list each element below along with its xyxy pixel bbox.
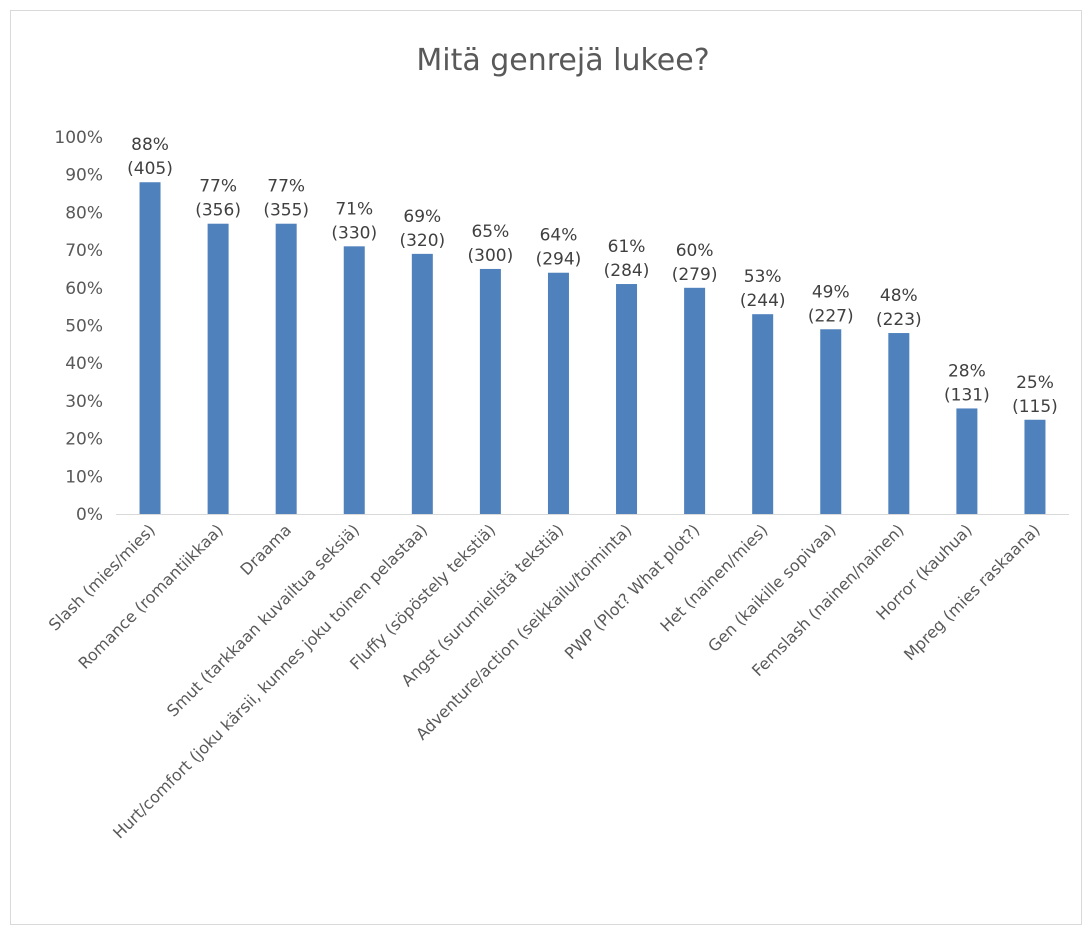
data-label-count: (355) bbox=[263, 201, 309, 221]
data-label-count: (356) bbox=[195, 201, 241, 221]
data-label-count: (300) bbox=[468, 246, 514, 266]
data-label-count: (405) bbox=[127, 159, 173, 179]
x-tick-label: Gen (kaikille sopivaa) bbox=[704, 520, 839, 655]
y-tick-label: 0% bbox=[76, 505, 103, 525]
y-tick-label: 50% bbox=[65, 317, 103, 337]
y-tick-label: 30% bbox=[65, 392, 103, 412]
data-label-count: (115) bbox=[1012, 397, 1058, 417]
bar bbox=[752, 314, 774, 514]
bar bbox=[684, 287, 706, 514]
y-tick-label: 10% bbox=[65, 467, 103, 487]
data-label-percent: 48% bbox=[880, 286, 918, 306]
data-label-count: (284) bbox=[604, 261, 650, 281]
x-axis: Slash (mies/mies)Romance (romantiikkaa) D… bbox=[45, 514, 1069, 842]
y-tick-label: 20% bbox=[65, 430, 103, 450]
bar bbox=[1024, 419, 1046, 514]
data-label-count: (244) bbox=[740, 291, 786, 311]
y-tick-label: 100% bbox=[54, 128, 103, 148]
bar bbox=[207, 223, 229, 514]
bar bbox=[547, 272, 569, 514]
data-label-percent: 69% bbox=[403, 207, 441, 227]
chart-title: Mitä genrejä lukee? bbox=[416, 43, 709, 78]
bar bbox=[956, 408, 978, 514]
y-axis: 0% 10% 20% 30% 40% 50% 60% 70% 80% 90% 100% bbox=[54, 128, 103, 525]
data-label-percent: 77% bbox=[267, 177, 305, 197]
data-label-percent: 60% bbox=[676, 241, 714, 261]
bar bbox=[479, 268, 501, 514]
data-label-percent: 49% bbox=[812, 282, 850, 302]
data-label-percent: 77% bbox=[199, 177, 237, 197]
bar bbox=[411, 253, 433, 514]
y-tick-label: 90% bbox=[65, 166, 103, 186]
data-label-percent: 65% bbox=[471, 222, 509, 242]
bar bbox=[343, 246, 365, 514]
chart-frame: Mitä genrejä lukee? 0% 10% 20% 30% 40% 50% 60%… bbox=[10, 10, 1082, 925]
data-label-count: (294) bbox=[536, 250, 582, 270]
bar bbox=[139, 182, 161, 515]
data-label-percent: 61% bbox=[608, 237, 646, 257]
data-label-count: (227) bbox=[808, 306, 854, 326]
data-label-percent: 28% bbox=[948, 361, 986, 381]
data-label-count: (279) bbox=[672, 265, 718, 285]
data-label-percent: 64% bbox=[540, 226, 578, 246]
bar bbox=[616, 284, 638, 514]
data-label-count: (320) bbox=[399, 231, 445, 251]
y-tick-label: 60% bbox=[65, 279, 103, 299]
x-tick-label: Hurt/comfort (joku kärsii, kunnes joku t… bbox=[109, 520, 431, 842]
data-label-count: (131) bbox=[944, 385, 990, 405]
data-label-count: (330) bbox=[331, 223, 377, 243]
y-tick-label: 40% bbox=[65, 354, 103, 374]
x-tick-label: Mpreg (mies raskaana) bbox=[900, 520, 1044, 664]
data-labels: 88% (405) 77% (356) 77% (355) 71% (330) 69% (320)… bbox=[127, 135, 1058, 417]
data-label-percent: 53% bbox=[744, 267, 782, 287]
data-label-count: (223) bbox=[876, 310, 922, 330]
x-tick-label: PWP (Plot? What plot?) bbox=[561, 520, 704, 663]
y-tick-label: 80% bbox=[65, 203, 103, 223]
data-label-percent: 25% bbox=[1016, 373, 1054, 393]
x-tick-label: Romance (romantiikkaa) bbox=[75, 520, 227, 672]
data-label-percent: 88% bbox=[131, 135, 169, 155]
bar bbox=[275, 223, 297, 514]
bar-chart: Mitä genrejä lukee? 0% 10% 20% 30% 40% 50% 60%… bbox=[45, 43, 1069, 842]
data-label-percent: 71% bbox=[335, 199, 373, 219]
bar bbox=[888, 333, 910, 514]
y-tick-label: 70% bbox=[65, 241, 103, 261]
bars bbox=[139, 182, 1046, 515]
bar bbox=[820, 329, 842, 514]
x-tick-label: Draama bbox=[236, 520, 295, 579]
